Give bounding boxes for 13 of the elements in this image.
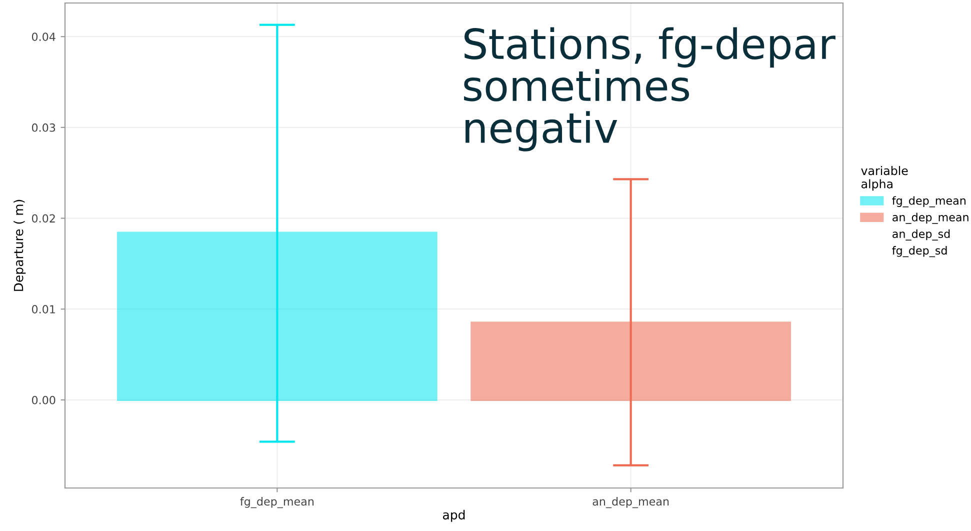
y-tick-label: 0.01 <box>32 305 55 314</box>
legend-label: an_dep_mean <box>892 212 968 224</box>
legend-title: variable alpha <box>861 166 908 191</box>
legend-label: fg_dep_mean <box>892 196 966 208</box>
y-tick-label: 0.02 <box>32 214 55 223</box>
y-tick-label: 0.04 <box>32 32 56 41</box>
text: fg_dep_sd <box>892 246 947 258</box>
y-tick-label: 0.00 <box>32 396 56 404</box>
annotation: Stations, fg-depar sometimes negativ <box>464 27 836 152</box>
y-tick-label: 0.03 <box>32 123 56 132</box>
x-axis-title: apd <box>442 510 465 522</box>
text: an_dep_sd <box>892 229 950 240</box>
y-axis-title: Departure ( m) <box>14 200 26 291</box>
